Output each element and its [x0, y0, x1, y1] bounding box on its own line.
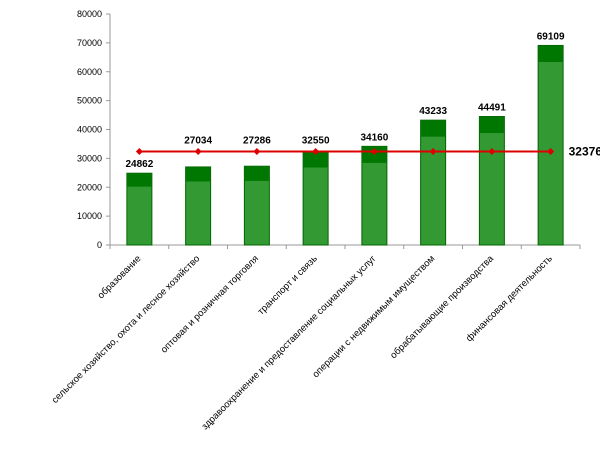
y-tick-label: 10000 — [77, 211, 102, 221]
average-line-group: 32376 — [135, 145, 600, 159]
data-value-label: 27286 — [243, 136, 271, 147]
data-value-label: 69109 — [537, 31, 565, 42]
average-marker — [547, 148, 555, 156]
bar — [420, 119, 447, 246]
average-marker — [135, 148, 143, 156]
data-value-label: 43233 — [419, 106, 447, 117]
data-value-label: 24862 — [125, 159, 153, 170]
y-tick-label: 50000 — [77, 96, 102, 106]
y-tick-label: 0 — [97, 240, 102, 250]
bar-top-shade — [186, 167, 211, 182]
bar-top-shade — [303, 151, 328, 168]
average-marker — [253, 148, 261, 156]
bar — [537, 44, 564, 246]
average-marker — [429, 148, 437, 156]
average-marker — [370, 148, 378, 156]
y-tick-label: 60000 — [77, 67, 102, 77]
data-value-label: 44491 — [478, 103, 506, 114]
x-category-label: оптовая и розничная торговля — [159, 253, 261, 355]
average-marker — [312, 148, 320, 156]
average-marker — [488, 148, 496, 156]
bar-top-shade — [479, 117, 504, 134]
data-value-label: 27034 — [184, 136, 212, 147]
y-tick-label: 20000 — [77, 182, 102, 192]
y-tick-label: 70000 — [77, 38, 102, 48]
average-value-label: 32376 — [569, 145, 600, 159]
bars — [126, 44, 564, 246]
y-tick-label: 30000 — [77, 153, 102, 163]
y-tick-label: 80000 — [77, 9, 102, 19]
y-tick-label: 40000 — [77, 125, 102, 135]
x-category-label: операции с недвижимым имуществом — [310, 253, 437, 380]
data-value-label: 32550 — [302, 136, 330, 147]
bar-top-shade — [538, 45, 563, 62]
average-marker — [194, 148, 202, 156]
bar-top-shade — [244, 166, 269, 181]
x-category-label: транспорт и связь — [256, 253, 320, 317]
bar — [478, 116, 505, 246]
bar-top-shade — [127, 173, 152, 187]
x-category-label: образование — [96, 253, 144, 301]
bar-top-shade — [421, 120, 446, 137]
data-value-label: 34160 — [360, 132, 388, 143]
x-category-label: обрабатывающие производства — [388, 253, 496, 361]
